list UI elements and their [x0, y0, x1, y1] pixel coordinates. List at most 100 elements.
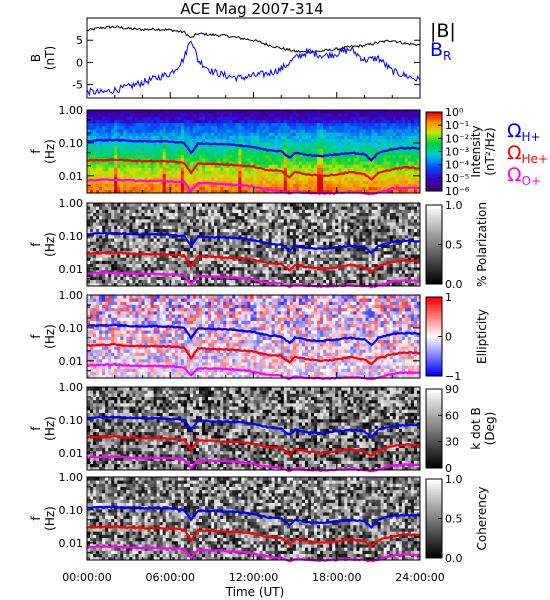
colorbar-tick-label: 1.0	[445, 199, 463, 212]
x-tick-label: 24:00:00	[395, 571, 444, 584]
colorbar-tick-label: 60	[445, 409, 459, 422]
freq-tick-label: 1.00	[59, 197, 84, 210]
colorbar-tick-label: 10⁻⁶	[445, 185, 470, 198]
cyclotron-line-Heplus	[86, 525, 421, 548]
colorbar-label: Coherency	[475, 486, 489, 550]
b-field-y-ticks: -5 0 5	[72, 34, 420, 92]
series-b-radial	[86, 40, 421, 97]
cyclotron-line-Heplus	[86, 342, 421, 366]
spectrogram-panels: 1.000.100.01f (Hz)10⁰10⁻¹10⁻²10⁻³10⁻⁴10⁻⁵…	[29, 104, 497, 565]
cyclotron-line-Hplus	[86, 231, 420, 255]
freq-ylabel: f	[29, 426, 43, 431]
colorbar-tick-label: 0	[445, 462, 452, 475]
freq-yunit: (Hz)	[43, 139, 57, 164]
colorbar-unit: (Deg)	[483, 412, 497, 446]
panel-polarization: 1.00 0.10 0.01 f (Hz) 1.0 0.5 0.0 % Polarization	[29, 197, 489, 291]
ellipticity-colorbar: 1 0 −1 Ellipticity	[425, 291, 489, 383]
freq-yunit: (Hz)	[43, 324, 57, 349]
freq-tick-label: 1.00	[59, 104, 84, 117]
b-ytick-label: 5	[76, 34, 83, 47]
b-ytick-label: 0	[76, 56, 83, 69]
freq-yunit: (Hz)	[43, 506, 57, 531]
freq-tick-label: 0.01	[59, 447, 84, 460]
colorbar-tick-label: 30	[445, 436, 459, 449]
legend-b-magnitude: |B|	[430, 20, 456, 42]
colorbar-tick-label: 10⁻¹	[445, 119, 469, 132]
cyclotron-legend: ΩH+ ΩHe+ ΩO+	[507, 120, 548, 188]
freq-yunit: (Hz)	[43, 232, 57, 257]
colorbar-tick-label: 0.5	[445, 239, 463, 252]
freq-tick-label: 0.01	[59, 170, 84, 183]
b-ytick-label: -5	[72, 79, 83, 92]
colorbar-frame	[425, 388, 443, 469]
intensity-spectrogram	[87, 110, 421, 194]
freq-tick-label: 1.00	[59, 471, 84, 484]
coherency-colorbar: 1.0 0.5 0.0 Coherency	[425, 473, 489, 565]
freq-ylabel: f	[29, 516, 43, 521]
freq-yunit: (Hz)	[43, 416, 57, 441]
cyclotron-line-Hplus	[86, 505, 421, 529]
colorbar-unit: (nT²/Hz)	[483, 127, 497, 175]
series-b-magnitude	[86, 25, 421, 55]
freq-ylabel: f	[29, 149, 43, 154]
time-axis: 00:00:00 06:00:00 12:00:00 18:00:00 24:00:00	[62, 92, 445, 584]
colorbar-tick-label: 1.0	[445, 473, 463, 486]
freq-tick-label: 1.00	[59, 289, 84, 302]
panel-ellipticity: 1.00 0.10 0.01 f (Hz) 1 0 −1 Ellipticity	[29, 289, 489, 383]
cyclotron-line-Heplus	[86, 251, 421, 274]
b-field-series	[86, 25, 421, 97]
freq-tick-label: 0.10	[59, 322, 84, 335]
freq-tick-label: 0.10	[59, 504, 84, 517]
freq-ylabel: f	[29, 334, 43, 339]
panel-kdotb: 1.00 0.10 0.01 f (Hz) 90 60 30 0 k dot B (Deg)	[29, 381, 497, 475]
x-tick-label: 00:00:00	[62, 571, 111, 584]
legend-omega-he: ΩHe+	[507, 142, 548, 166]
colorbar-label: % Polarization	[475, 202, 489, 287]
colorbar-tick-label: 90	[445, 383, 459, 396]
freq-tick-label: 1.00	[59, 381, 84, 394]
colorbar-tick-label: 10⁻⁴	[445, 159, 470, 172]
colorbar-label: Ellipticity	[475, 309, 489, 364]
legend-omega-h: ΩH+	[507, 120, 541, 144]
x-tick-label: 12:00:00	[229, 571, 278, 584]
colorbar-label: k dot B	[469, 407, 483, 449]
freq-tick-label: 0.10	[59, 230, 84, 243]
b-field-yunit: (nT)	[43, 46, 57, 70]
colorbar-tick-label: 0.5	[445, 513, 463, 526]
freq-tick-label: 0.01	[59, 263, 84, 276]
colorbar-tick-label: 1	[445, 291, 452, 304]
panel-b-field: -5 0 5 B (nT) |B| BR	[29, 17, 456, 99]
cyclotron-line-Hplus	[86, 323, 421, 347]
freq-ylabel: f	[29, 242, 43, 247]
b-field-ylabel: B	[29, 54, 43, 62]
chart-title: ACE Mag 2007-314	[180, 0, 323, 18]
panel-coherency: 1.00 0.10 0.01 f (Hz) 1.0 0.5 0.0 Coherency	[29, 471, 489, 565]
polarization-spectrogram	[87, 203, 421, 287]
polarization-colorbar: 1.0 0.5 0.0 % Polarization	[425, 199, 489, 291]
kdotb-colorbar: 90 60 30 0 k dot B (Deg)	[425, 383, 497, 475]
colorbar-tick-label: 10⁻³	[445, 146, 469, 159]
kdotb-spectrogram	[87, 387, 421, 471]
legend-b-radial: BR	[430, 39, 451, 63]
legend-omega-o: ΩO+	[507, 164, 541, 188]
x-tick-label: 06:00:00	[146, 571, 195, 584]
cyclotron-line-Heplus	[86, 158, 421, 181]
colorbar-tick-label: 10⁻⁵	[445, 172, 469, 185]
freq-tick-label: 0.10	[59, 137, 84, 150]
freq-tick-label: 0.10	[59, 414, 84, 427]
colorbar-label: Intensity	[469, 125, 483, 177]
x-tick-label: 18:00:00	[312, 571, 361, 584]
cyclotron-line-Hplus	[86, 415, 421, 439]
freq-tick-label: 0.01	[59, 355, 84, 368]
panel-intensity: 1.00 0.10 0.01 f (Hz) 10⁰10⁻¹10⁻²10⁻³10⁻⁴10⁻⁵…	[29, 104, 497, 198]
cyclotron-line-Heplus	[86, 435, 420, 457]
colorbar-tick-label: 10⁻²	[445, 132, 469, 145]
x-axis-label: Time (UT)	[225, 585, 285, 599]
colorbar-tick-label: 0	[445, 331, 452, 344]
freq-tick-label: 0.01	[59, 537, 84, 550]
cyclotron-line-Hplus	[86, 138, 421, 162]
colorbar-tick-label: −1	[445, 370, 461, 383]
colorbar-tick-label: 0.0	[445, 552, 463, 565]
